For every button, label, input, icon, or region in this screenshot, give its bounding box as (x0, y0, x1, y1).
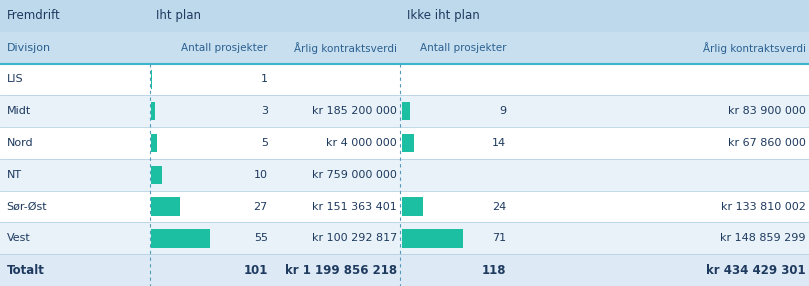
Text: Sør-Øst: Sør-Øst (6, 202, 47, 212)
Bar (151, 70, 152, 89)
Text: Fremdrift: Fremdrift (6, 9, 60, 22)
Bar (0, 32, 809, 63)
Text: NT: NT (6, 170, 22, 180)
Bar (0, 127, 809, 159)
Text: 101: 101 (244, 264, 268, 277)
Text: LIS: LIS (6, 74, 23, 84)
Bar (402, 197, 422, 216)
Text: kr 133 810 002: kr 133 810 002 (721, 202, 806, 212)
Text: Totalt: Totalt (6, 264, 44, 277)
Text: 71: 71 (493, 233, 506, 243)
Bar (0, 0, 809, 32)
Text: 5: 5 (260, 138, 268, 148)
Text: Midt: Midt (6, 106, 31, 116)
Bar (151, 229, 210, 248)
Bar (402, 102, 409, 120)
Text: Divisjon: Divisjon (6, 43, 51, 53)
Text: Årlig kontraktsverdi: Årlig kontraktsverdi (294, 42, 397, 53)
Text: 10: 10 (254, 170, 268, 180)
Text: Ikke iht plan: Ikke iht plan (407, 9, 480, 22)
Text: 14: 14 (493, 138, 506, 148)
Text: 1: 1 (260, 74, 268, 84)
Text: Vest: Vest (6, 233, 30, 243)
Bar (402, 134, 414, 152)
Bar (0, 63, 809, 95)
Text: Nord: Nord (6, 138, 33, 148)
Text: kr 185 200 000: kr 185 200 000 (312, 106, 397, 116)
Bar (151, 197, 180, 216)
Text: Antall prosjekter: Antall prosjekter (181, 43, 268, 53)
Text: 9: 9 (499, 106, 506, 116)
Text: 118: 118 (482, 264, 506, 277)
Bar (151, 134, 157, 152)
Text: kr 1 199 856 218: kr 1 199 856 218 (285, 264, 397, 277)
Text: 27: 27 (253, 202, 268, 212)
Text: 24: 24 (492, 202, 506, 212)
Bar (0, 254, 809, 286)
Text: kr 148 859 299: kr 148 859 299 (720, 233, 806, 243)
Text: Årlig kontraktsverdi: Årlig kontraktsverdi (703, 42, 806, 53)
Bar (0, 95, 809, 127)
Text: kr 100 292 817: kr 100 292 817 (312, 233, 397, 243)
Bar (0, 159, 809, 191)
Bar (151, 102, 155, 120)
Text: Iht plan: Iht plan (156, 9, 201, 22)
Text: kr 759 000 000: kr 759 000 000 (312, 170, 397, 180)
Bar (151, 166, 162, 184)
Text: kr 83 900 000: kr 83 900 000 (728, 106, 806, 116)
Bar (0, 223, 809, 254)
Bar (0, 191, 809, 223)
Text: 3: 3 (260, 106, 268, 116)
Text: kr 67 860 000: kr 67 860 000 (728, 138, 806, 148)
Bar (402, 229, 463, 248)
Text: kr 4 000 000: kr 4 000 000 (327, 138, 397, 148)
Text: 55: 55 (254, 233, 268, 243)
Text: kr 434 429 301: kr 434 429 301 (706, 264, 806, 277)
Text: kr 151 363 401: kr 151 363 401 (312, 202, 397, 212)
Text: Antall prosjekter: Antall prosjekter (420, 43, 506, 53)
